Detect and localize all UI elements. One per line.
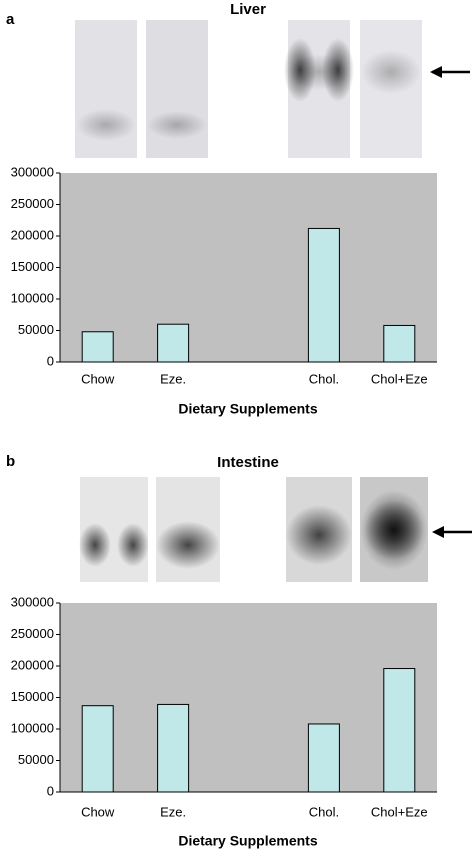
bar: [383, 668, 416, 793]
y-tick-label: 100000: [11, 720, 54, 735]
y-tick-label: 150000: [11, 689, 54, 704]
y-tick-label: 200000: [11, 227, 54, 242]
x-axis-label: Dietary Supplements: [178, 833, 317, 849]
x-tick-label: Chow: [81, 371, 115, 386]
panel-label: b: [6, 453, 15, 470]
bar: [157, 703, 190, 793]
x-tick-label: Eze.: [160, 371, 186, 386]
x-tick-label: Eze.: [160, 804, 186, 819]
blots-liver: [75, 20, 470, 158]
plot-area: [60, 603, 437, 792]
bar: [383, 324, 416, 363]
chart-title: Liver: [230, 1, 266, 18]
bar: [81, 331, 114, 363]
x-tick-label: Chol.: [309, 804, 339, 819]
x-axis-label: Dietary Supplements: [178, 401, 317, 417]
y-tick-label: 100000: [11, 290, 54, 305]
y-tick-label: 0: [47, 783, 54, 798]
y-tick-label: 150000: [11, 259, 54, 274]
bar: [157, 323, 190, 363]
y-tick-label: 50000: [18, 752, 54, 767]
bar: [81, 705, 114, 793]
blots-intestine: [79, 477, 472, 582]
y-tick-label: 250000: [11, 196, 54, 211]
y-tick-label: 250000: [11, 626, 54, 641]
y-tick-label: 50000: [18, 322, 54, 337]
y-tick-label: 300000: [11, 594, 54, 609]
x-tick-label: Chow: [81, 804, 115, 819]
x-tick-label: Chol+Eze: [371, 371, 428, 386]
y-tick-label: 300000: [11, 164, 54, 179]
chart-title: Intestine: [217, 454, 279, 471]
y-tick-label: 0: [47, 353, 54, 368]
bar: [307, 723, 340, 793]
bar: [307, 227, 340, 363]
x-tick-label: Chol+Eze: [371, 804, 428, 819]
panel-label: a: [6, 11, 15, 28]
x-tick-label: Chol.: [309, 371, 339, 386]
plot-area: [60, 173, 437, 362]
y-tick-label: 200000: [11, 657, 54, 672]
